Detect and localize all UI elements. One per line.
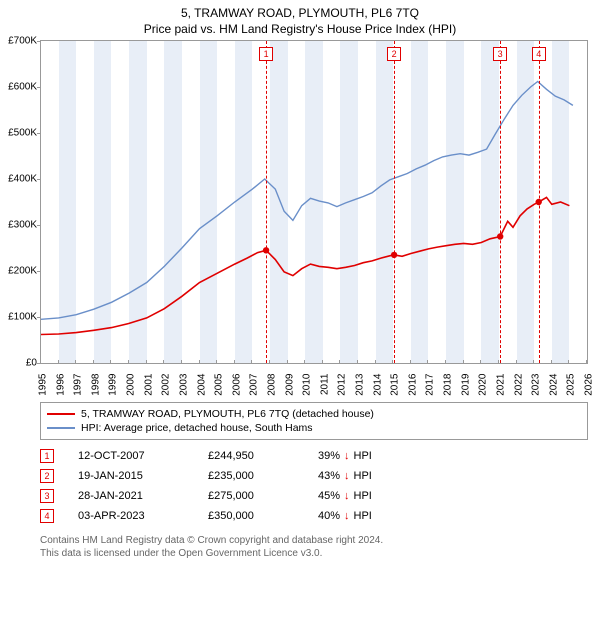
- arrow-down-icon: ↓: [344, 450, 350, 462]
- sale-price: £244,950: [208, 450, 318, 462]
- x-tick-label: 2008: [266, 374, 277, 396]
- sale-diff: 43% ↓ HPI: [318, 470, 372, 482]
- x-tick-label: 1997: [73, 374, 84, 396]
- sale-diff: 39% ↓ HPI: [318, 450, 372, 462]
- x-tick-label: 2025: [566, 374, 577, 396]
- sale-index-box: 4: [40, 509, 54, 523]
- y-tick-label: £200K: [8, 266, 37, 277]
- x-tick-label: 2020: [478, 374, 489, 396]
- x-tick-label: 2023: [531, 374, 542, 396]
- chart-container: 5, TRAMWAY ROAD, PLYMOUTH, PL6 7TQ Price…: [0, 0, 600, 620]
- x-tick-label: 2016: [407, 374, 418, 396]
- sales-row: 3 28-JAN-2021£275,00045% ↓ HPI: [40, 486, 588, 506]
- y-tick-label: £700K: [8, 36, 37, 47]
- chart-area: £0£100K£200K£300K£400K£500K£600K£700K123…: [40, 40, 588, 392]
- arrow-down-icon: ↓: [344, 470, 350, 482]
- footer-line: Contains HM Land Registry data © Crown c…: [40, 534, 588, 547]
- sale-index-box: 2: [40, 469, 54, 483]
- sale-price: £350,000: [208, 510, 318, 522]
- x-tick-label: 2011: [319, 374, 330, 396]
- x-tick-label: 2014: [372, 374, 383, 396]
- x-tick-label: 2000: [126, 374, 137, 396]
- x-tick-label: 2024: [548, 374, 559, 396]
- x-tick-label: 2009: [284, 374, 295, 396]
- series-line-price_paid: [41, 197, 569, 334]
- y-tick-label: £400K: [8, 174, 37, 185]
- sales-row: 1 12-OCT-2007£244,95039% ↓ HPI: [40, 446, 588, 466]
- sale-price: £275,000: [208, 490, 318, 502]
- x-tick-label: 2026: [584, 374, 595, 396]
- sale-diff: 45% ↓ HPI: [318, 490, 372, 502]
- x-tick-label: 2001: [143, 374, 154, 396]
- x-tick-label: 1998: [90, 374, 101, 396]
- x-tick-label: 2005: [214, 374, 225, 396]
- x-axis-labels: 1995199619971998199920002001200220032004…: [40, 364, 588, 392]
- x-tick-label: 2015: [390, 374, 401, 396]
- sale-date: 19-JAN-2015: [78, 470, 208, 482]
- legend-item: HPI: Average price, detached house, Sout…: [47, 421, 581, 435]
- legend: 5, TRAMWAY ROAD, PLYMOUTH, PL6 7TQ (deta…: [40, 402, 588, 440]
- footer-attribution: Contains HM Land Registry data © Crown c…: [40, 534, 588, 560]
- sale-marker-box: 3: [493, 47, 507, 61]
- page-subtitle: Price paid vs. HM Land Registry's House …: [0, 20, 600, 40]
- x-tick-label: 2006: [231, 374, 242, 396]
- x-tick-label: 1996: [55, 374, 66, 396]
- x-tick-label: 2013: [355, 374, 366, 396]
- series-svg: [41, 41, 587, 363]
- legend-label: 5, TRAMWAY ROAD, PLYMOUTH, PL6 7TQ (deta…: [81, 408, 374, 420]
- y-tick-label: £100K: [8, 312, 37, 323]
- footer-line: This data is licensed under the Open Gov…: [40, 547, 588, 560]
- sales-row: 2 19-JAN-2015£235,00043% ↓ HPI: [40, 466, 588, 486]
- x-tick-label: 2010: [302, 374, 313, 396]
- sale-date: 28-JAN-2021: [78, 490, 208, 502]
- legend-item: 5, TRAMWAY ROAD, PLYMOUTH, PL6 7TQ (deta…: [47, 407, 581, 421]
- sale-date: 12-OCT-2007: [78, 450, 208, 462]
- sale-price: £235,000: [208, 470, 318, 482]
- x-tick-label: 2018: [443, 374, 454, 396]
- y-tick-label: £500K: [8, 128, 37, 139]
- sales-row: 4 03-APR-2023£350,00040% ↓ HPI: [40, 506, 588, 526]
- sale-marker-box: 4: [532, 47, 546, 61]
- x-tick-label: 2004: [196, 374, 207, 396]
- series-line-hpi: [41, 82, 573, 320]
- y-tick-label: £0: [26, 358, 37, 369]
- y-tick-label: £600K: [8, 82, 37, 93]
- plot-region: £0£100K£200K£300K£400K£500K£600K£700K123…: [40, 40, 588, 364]
- x-tick-label: 2007: [249, 374, 260, 396]
- x-tick-label: 2019: [460, 374, 471, 396]
- sale-date: 03-APR-2023: [78, 510, 208, 522]
- legend-label: HPI: Average price, detached house, Sout…: [81, 422, 313, 434]
- arrow-down-icon: ↓: [344, 510, 350, 522]
- legend-swatch: [47, 427, 75, 429]
- x-tick-label: 2017: [425, 374, 436, 396]
- sale-diff: 40% ↓ HPI: [318, 510, 372, 522]
- legend-swatch: [47, 413, 75, 415]
- sale-index-box: 1: [40, 449, 54, 463]
- x-tick-label: 1999: [108, 374, 119, 396]
- sale-marker-box: 1: [259, 47, 273, 61]
- x-tick-label: 2022: [513, 374, 524, 396]
- x-tick-label: 2003: [178, 374, 189, 396]
- arrow-down-icon: ↓: [344, 490, 350, 502]
- sale-index-box: 3: [40, 489, 54, 503]
- x-tick-label: 2021: [495, 374, 506, 396]
- sale-marker-box: 2: [387, 47, 401, 61]
- x-tick-label: 2002: [161, 374, 172, 396]
- y-tick-label: £300K: [8, 220, 37, 231]
- x-tick-label: 1995: [38, 374, 49, 396]
- x-tick-label: 2012: [337, 374, 348, 396]
- sales-table: 1 12-OCT-2007£244,95039% ↓ HPI 2 19-JAN-201…: [40, 446, 588, 526]
- page-title: 5, TRAMWAY ROAD, PLYMOUTH, PL6 7TQ: [0, 0, 600, 20]
